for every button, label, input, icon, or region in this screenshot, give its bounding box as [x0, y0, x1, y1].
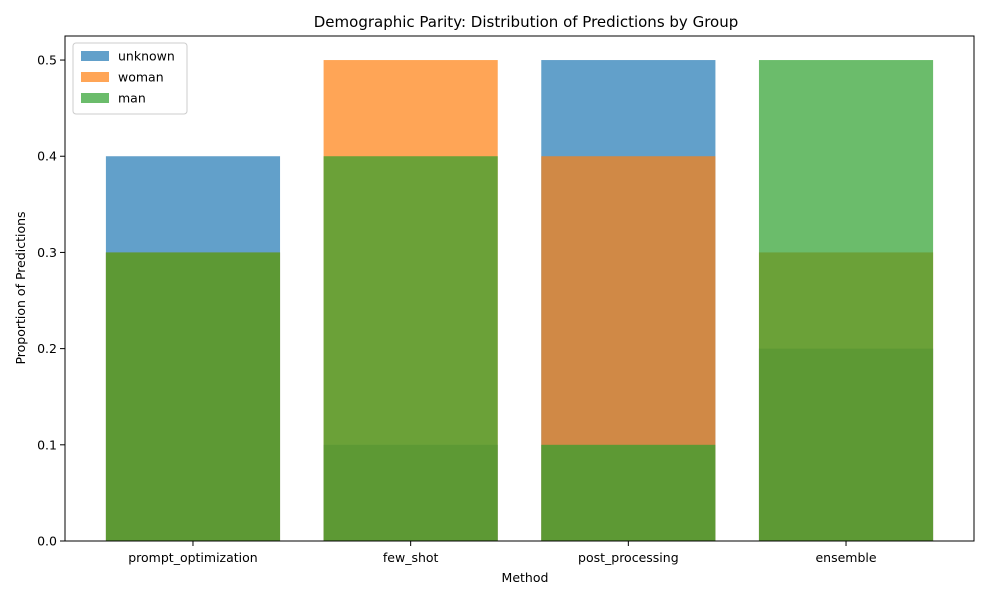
x-tick-label: prompt_optimization: [128, 550, 257, 565]
legend-label-man: man: [118, 91, 146, 106]
y-tick-label: 0.5: [37, 53, 57, 68]
x-tick-label: few_shot: [383, 550, 439, 565]
y-tick-label: 0.2: [37, 341, 57, 356]
legend-label-woman: woman: [118, 70, 164, 85]
legend-label-unknown: unknown: [118, 49, 175, 64]
y-axis-label: Proportion of Predictions: [13, 211, 28, 364]
bar-man-ensemble: [758, 60, 934, 542]
legend-swatch-man: [81, 93, 109, 103]
bar-man-prompt_optimization: [105, 252, 281, 541]
plot-frame: [64, 35, 975, 542]
legend-swatch-woman: [81, 72, 109, 82]
x-axis-label: Method: [502, 570, 549, 585]
legend-swatch-unknown: [81, 51, 109, 61]
y-tick-label: 0.3: [37, 245, 57, 260]
x-axis: prompt_optimization few_shot post_processi…: [128, 541, 877, 565]
x-tick-label: post_processing: [578, 550, 679, 565]
y-axis: 0.0 0.1 0.2 0.3 0.4 0.5: [37, 53, 65, 549]
x-tick-label: ensemble: [815, 550, 876, 565]
chart-title: Demographic Parity: Distribution of Pred…: [314, 13, 738, 31]
legend: unknown woman man: [72, 42, 188, 115]
bar-man-post_processing: [541, 444, 716, 541]
y-tick-label: 0.0: [37, 534, 57, 549]
bar-man-few_shot: [323, 156, 498, 542]
bars-layer: [105, 60, 934, 542]
y-tick-label: 0.4: [37, 149, 57, 164]
y-tick-label: 0.1: [37, 437, 57, 452]
